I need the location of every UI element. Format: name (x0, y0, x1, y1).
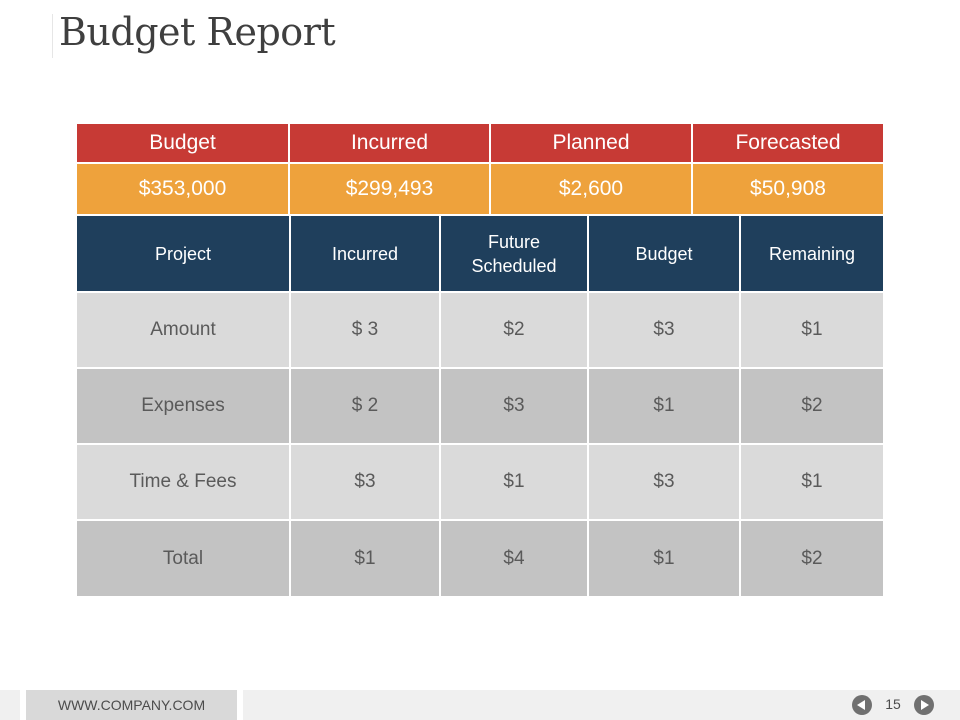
column-header-remaining: Remaining (740, 216, 883, 293)
table-cell: $1 (740, 444, 883, 521)
table-cell: $1 (440, 444, 589, 521)
table-cell: $ 3 (290, 292, 441, 369)
summary-values-row: $353,000 $299,493 $2,600 $50,908 (77, 164, 883, 214)
summary-value-planned: $2,600 (491, 164, 693, 214)
table-cell: $1 (588, 368, 741, 445)
table-header-row: Project Incurred Future Scheduled Budget… (77, 216, 883, 293)
footer-divider (20, 690, 26, 720)
table-row: Expenses $ 2 $3 $1 $2 (77, 368, 883, 445)
future-scheduled-label: Future Scheduled (471, 231, 557, 276)
summary-value-budget: $353,000 (77, 164, 290, 214)
table-cell: $3 (588, 444, 741, 521)
column-header-budget: Budget (588, 216, 741, 293)
summary-header-budget: Budget (77, 124, 290, 162)
summary-header-incurred: Incurred (290, 124, 491, 162)
prev-arrow-icon[interactable] (852, 695, 872, 715)
table-cell: $2 (740, 368, 883, 445)
table-cell: $1 (290, 520, 441, 596)
page-title: Budget Report (59, 10, 336, 54)
table-row: Time & Fees $3 $1 $3 $1 (77, 444, 883, 521)
table-cell: $3 (440, 368, 589, 445)
column-header-project: Project (77, 216, 291, 293)
title-accent-line (52, 14, 53, 58)
table-cell: $1 (740, 292, 883, 369)
table-row: Total $1 $4 $1 $2 (77, 520, 883, 596)
table-cell: Total (77, 520, 291, 596)
table-cell: $3 (290, 444, 441, 521)
page-number: 15 (885, 696, 901, 712)
summary-header-forecasted: Forecasted (693, 124, 883, 162)
summary-value-forecasted: $50,908 (693, 164, 883, 214)
table-cell: Time & Fees (77, 444, 291, 521)
column-header-future-scheduled: Future Scheduled (440, 216, 589, 293)
table-cell: $4 (440, 520, 589, 596)
table-cell: Expenses (77, 368, 291, 445)
footer-url[interactable]: WWW.COMPANY.COM (26, 690, 237, 720)
table-cell: $2 (740, 520, 883, 596)
table-row: Amount $ 3 $2 $3 $1 (77, 292, 883, 369)
table-cell: $ 2 (290, 368, 441, 445)
summary-header-row: Budget Incurred Planned Forecasted (77, 124, 883, 162)
table-cell: $2 (440, 292, 589, 369)
table-cell: $3 (588, 292, 741, 369)
summary-value-incurred: $299,493 (290, 164, 491, 214)
column-header-incurred: Incurred (290, 216, 441, 293)
table-cell: $1 (588, 520, 741, 596)
table-cell: Amount (77, 292, 291, 369)
footer-divider (237, 690, 243, 720)
budget-table: Project Incurred Future Scheduled Budget… (77, 216, 883, 596)
summary-header-planned: Planned (491, 124, 693, 162)
next-arrow-icon[interactable] (914, 695, 934, 715)
